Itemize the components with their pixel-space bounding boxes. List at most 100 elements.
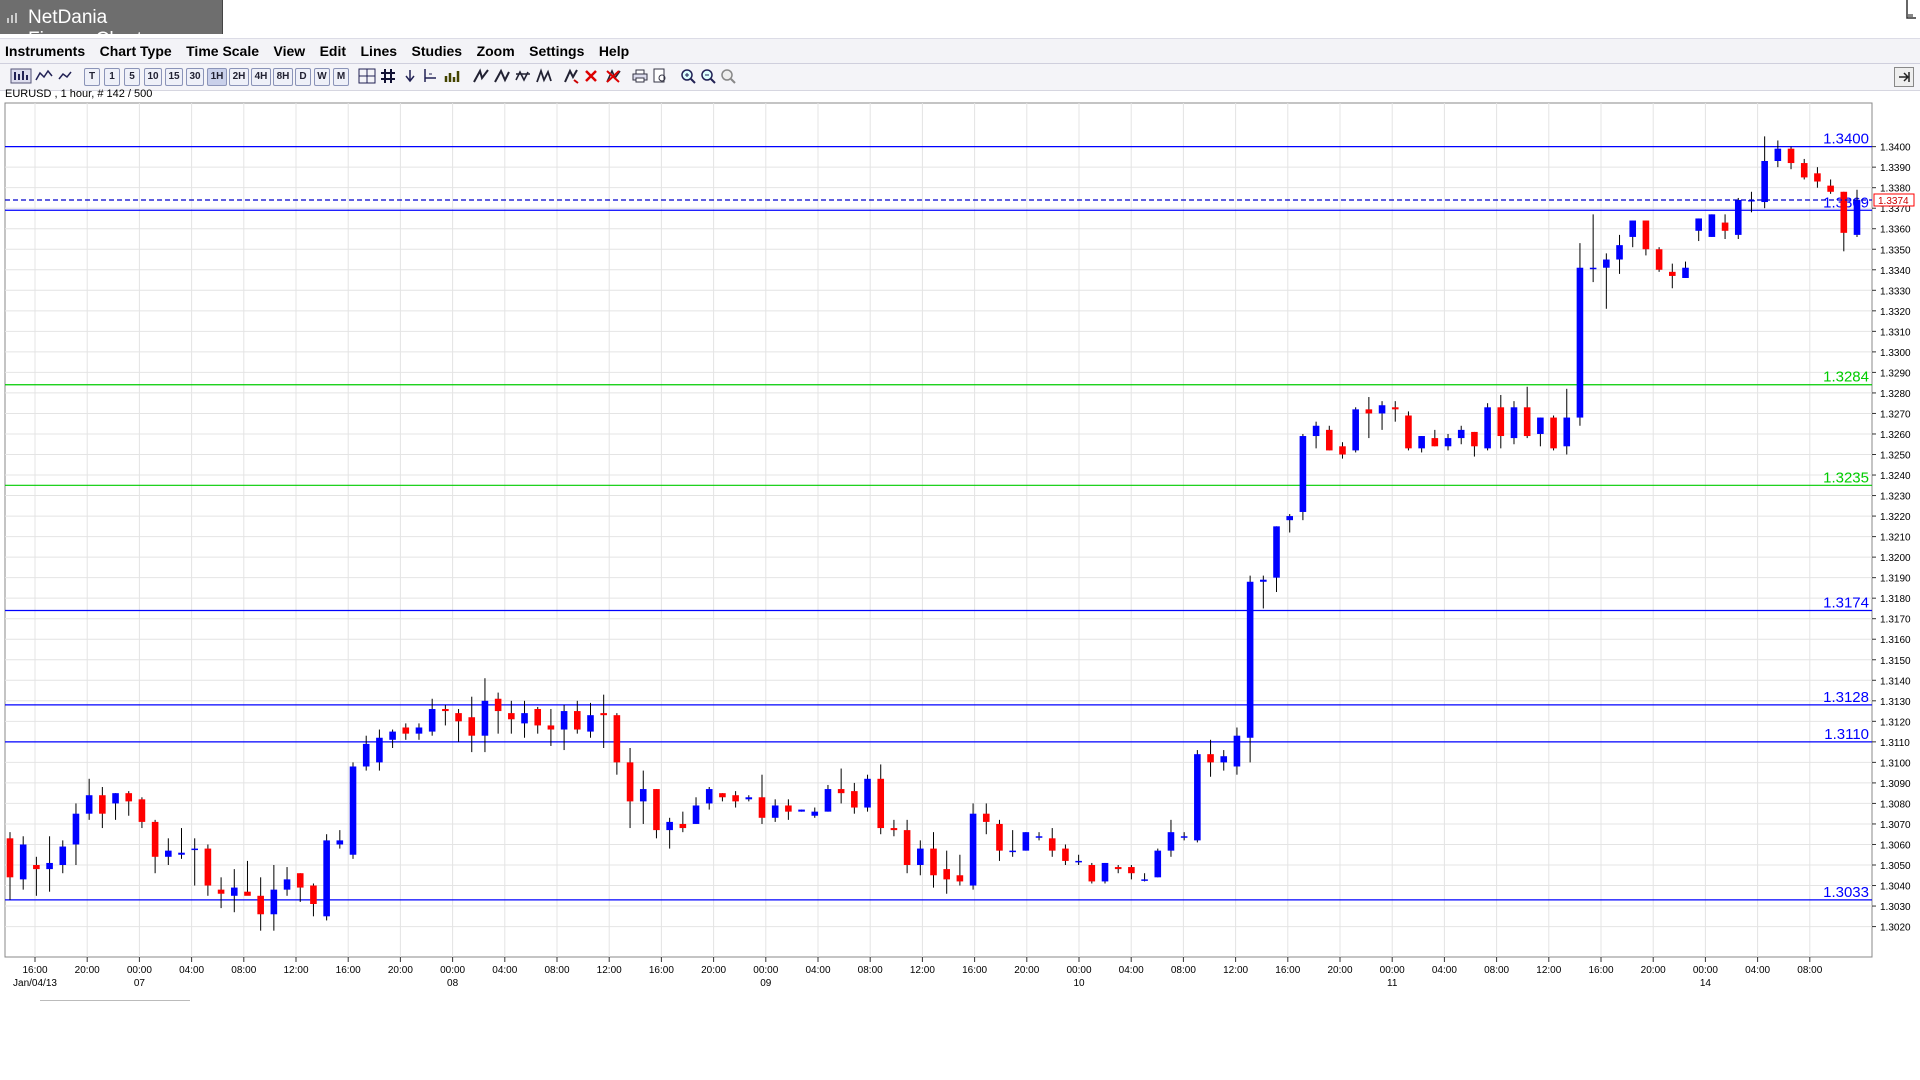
menu-zoom[interactable]: Zoom [476, 43, 515, 59]
x-tick-label: 00:00 [440, 965, 465, 976]
candle [59, 840, 67, 874]
menu-instruments[interactable]: Instruments [5, 43, 86, 59]
candle [771, 799, 779, 822]
candle-body [705, 789, 713, 804]
grid-icon[interactable] [380, 68, 396, 84]
timeframe-day[interactable]: D [295, 68, 311, 86]
candle-body [547, 725, 555, 730]
y-tick-label: 1.3220 [1880, 512, 1911, 523]
x-tick-label: 04:00 [805, 965, 830, 976]
menu-time-scale[interactable]: Time Scale [186, 43, 260, 59]
preview-icon[interactable] [652, 68, 668, 84]
fan-icon[interactable] [493, 68, 511, 84]
candle-body [851, 791, 858, 808]
candle [785, 799, 792, 820]
y-tick-label: 1.3050 [1880, 861, 1911, 872]
pen-icon[interactable] [562, 68, 580, 84]
candle [1431, 429, 1439, 447]
arrow-down-icon[interactable] [404, 68, 416, 84]
candle [719, 793, 726, 802]
timeframe-10[interactable]: 10 [144, 68, 162, 86]
menu-chart-type[interactable]: Chart Type [99, 43, 172, 59]
y-tick-label: 1.3250 [1880, 451, 1911, 462]
fib-icon[interactable] [535, 68, 553, 84]
horizontal-lines[interactable]: 1.34001.33691.32841.32351.31741.31281.31… [5, 131, 1872, 901]
candle-body [1774, 148, 1782, 161]
timeframe-week[interactable]: W [314, 68, 330, 86]
candle-body [679, 823, 687, 829]
menu-view[interactable]: View [273, 43, 306, 59]
y-tick-label: 1.3150 [1880, 656, 1911, 667]
zoom-reset-icon[interactable] [720, 68, 736, 84]
chart-app-icon [7, 13, 17, 23]
timeframe-1[interactable]: 1 [104, 68, 120, 86]
x-date-label: 11 [1387, 978, 1398, 989]
candle-body [323, 840, 330, 917]
timeframe-5[interactable]: 5 [124, 68, 140, 86]
candle-body [692, 805, 700, 824]
candle-body [1840, 191, 1848, 233]
candle [1497, 394, 1505, 449]
timeframe-30[interactable]: 30 [186, 68, 204, 86]
candle-body [1260, 579, 1267, 582]
candle-body [138, 799, 146, 822]
panel-toggle-icon[interactable] [1894, 67, 1914, 87]
menu-lines[interactable]: Lines [360, 43, 398, 59]
candle [521, 700, 528, 738]
menu-settings[interactable]: Settings [529, 43, 585, 59]
delete-all-icon[interactable] [604, 68, 622, 84]
candle [349, 762, 357, 859]
candle [1180, 832, 1188, 841]
timeframe-1h[interactable]: 1H [207, 68, 227, 86]
candle [811, 807, 819, 818]
timeframe-15[interactable]: 15 [165, 68, 183, 86]
candle [930, 832, 937, 888]
cursor-icon[interactable] [422, 68, 438, 84]
volume-icon[interactable] [444, 68, 462, 84]
print-icon[interactable] [632, 68, 648, 84]
y-tick-label: 1.3060 [1880, 840, 1911, 851]
draw-line-icon[interactable] [472, 68, 490, 84]
menu-help[interactable]: Help [598, 43, 630, 59]
candle-body [1563, 417, 1571, 447]
timeframe-2h[interactable]: 2H [229, 68, 249, 86]
candle-body [1391, 407, 1399, 410]
candle-body [508, 713, 515, 720]
candle [679, 811, 687, 833]
delete-icon[interactable] [584, 68, 598, 84]
candle-body [1075, 860, 1082, 863]
timeframe-tick[interactable]: T [84, 68, 100, 86]
candle [1022, 832, 1030, 851]
scroll-indicator[interactable] [40, 1000, 190, 1001]
candle [1391, 401, 1399, 422]
line-icon[interactable] [58, 68, 72, 84]
menu-edit[interactable]: Edit [319, 43, 347, 59]
candle [178, 828, 185, 859]
candle [1167, 819, 1175, 857]
candle [626, 748, 634, 829]
y-tick-label: 1.3130 [1880, 697, 1911, 708]
candle-body [1273, 526, 1280, 578]
candle-body [1035, 836, 1043, 838]
y-tick-label: 1.3270 [1880, 409, 1911, 420]
crosshair-icon[interactable] [358, 68, 376, 84]
channel-icon[interactable] [514, 68, 532, 84]
y-tick-label: 1.3170 [1880, 615, 1911, 626]
candle-body [204, 848, 212, 886]
chart-type-icon[interactable] [10, 68, 56, 84]
candle [1194, 750, 1201, 843]
timeframe-8h[interactable]: 8H [273, 68, 293, 86]
timeframe-month[interactable]: M [333, 68, 349, 86]
zoom-out-icon[interactable] [700, 68, 716, 84]
window-resize-icon[interactable] [1904, 0, 1918, 22]
y-tick-label: 1.3370 [1880, 204, 1911, 215]
candle-body [1180, 836, 1188, 838]
x-tick-label: 04:00 [492, 965, 517, 976]
price-chart[interactable]: 1.34001.33691.32841.32351.31741.31281.31… [0, 100, 1920, 1005]
x-tick-label: 08:00 [1484, 965, 1509, 976]
timeframe-4h[interactable]: 4H [251, 68, 271, 86]
zoom-in-icon[interactable] [680, 68, 696, 84]
menu-studies[interactable]: Studies [411, 43, 463, 59]
candle [362, 735, 370, 771]
candle [587, 702, 594, 738]
